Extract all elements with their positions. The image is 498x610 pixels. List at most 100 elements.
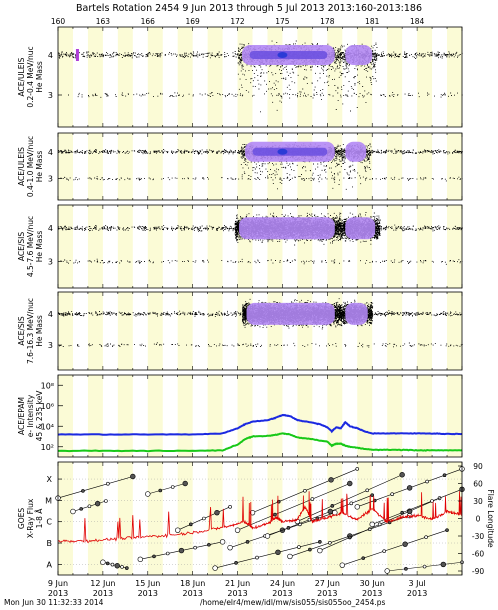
flare-marker xyxy=(377,522,382,527)
panel-frame xyxy=(57,291,463,371)
day-stripe xyxy=(177,133,193,200)
bottom-date-label: 24 Jun xyxy=(270,579,295,588)
flare-marker xyxy=(390,492,394,496)
flare-marker xyxy=(286,526,291,530)
xray-class-label: B xyxy=(47,539,53,548)
flare-marker xyxy=(422,564,427,569)
flare-marker xyxy=(354,504,360,510)
flare-track xyxy=(215,541,320,569)
top-doy-label: 160 xyxy=(51,17,66,26)
y-tick-label: 3 xyxy=(48,257,53,266)
panel-label-line: He Mass xyxy=(35,61,44,93)
day-stripe xyxy=(147,27,163,127)
day-stripe xyxy=(327,27,343,127)
panel-label-line: X-Ray Flux xyxy=(26,498,35,538)
flare-marker xyxy=(125,566,129,570)
flare-marker xyxy=(114,563,120,569)
flare-marker xyxy=(158,488,163,493)
day-stripe xyxy=(297,375,313,457)
day-stripe xyxy=(267,27,283,127)
bottom-date-label: 9 Jun xyxy=(48,579,68,588)
flare-marker xyxy=(424,535,428,539)
flare-marker xyxy=(145,491,151,497)
bottom-date-label: 18 Jun xyxy=(180,579,205,588)
panel-frame xyxy=(57,132,463,201)
flare-marker xyxy=(188,522,193,527)
day-stripe xyxy=(447,205,462,288)
bottom-date-label: 27 Jun xyxy=(315,579,340,588)
top-doy-label: 169 xyxy=(186,17,201,26)
y-tick-label: 3 xyxy=(48,175,53,184)
flare-marker xyxy=(370,493,375,497)
flare-marker xyxy=(318,540,322,544)
flare-marker xyxy=(275,549,281,556)
panel-label-line: 1-8 Å xyxy=(35,508,44,529)
day-stripe xyxy=(177,292,193,370)
flare-marker xyxy=(327,508,334,515)
panel-frame xyxy=(57,204,463,289)
day-stripe xyxy=(58,462,73,575)
flare-marker xyxy=(406,485,413,491)
footer-timestamp: Mon Jun 30 11:32:33 2014 xyxy=(4,598,104,607)
longitude-tick-label: -90 xyxy=(472,567,484,576)
flare-track xyxy=(342,529,448,566)
early-peak xyxy=(75,49,79,61)
flare-marker xyxy=(137,556,143,563)
flare-marker xyxy=(445,528,449,532)
flare-marker xyxy=(442,473,447,478)
flare-track xyxy=(57,476,133,499)
flare-marker xyxy=(120,565,124,569)
panel-label-line: He Mass xyxy=(35,231,44,263)
flare-marker xyxy=(202,516,206,521)
longitude-tick-label: 60 xyxy=(473,480,483,489)
day-stripe xyxy=(117,292,133,370)
flare-marker xyxy=(175,527,181,533)
day-stripe xyxy=(387,375,403,457)
flare-marker xyxy=(400,510,404,515)
flare-marker xyxy=(382,549,386,553)
density-max xyxy=(277,52,288,58)
day-stripe xyxy=(417,375,433,457)
bottom-year-label: 2013 xyxy=(182,589,202,598)
flare-marker xyxy=(303,488,307,493)
flare-marker xyxy=(328,541,332,545)
top-doy-label: 175 xyxy=(275,17,290,26)
flare-marker xyxy=(440,561,446,568)
flare-marker xyxy=(328,477,334,483)
flare-marker xyxy=(361,556,366,560)
day-stripe xyxy=(147,205,163,288)
day-stripe xyxy=(58,27,73,127)
bottom-year-label: 2013 xyxy=(362,589,382,598)
flare-marker xyxy=(255,555,259,560)
panel-label-line: e- Intensity xyxy=(26,394,35,437)
day-stripe xyxy=(117,462,133,575)
day-stripe xyxy=(237,27,253,127)
day-stripe xyxy=(327,462,343,575)
y-tick-label: 10⁴ xyxy=(41,422,54,431)
day-stripe xyxy=(327,375,343,457)
panel-label-line: ACE/ULEIS xyxy=(17,147,26,186)
flare-marker xyxy=(100,559,106,565)
flare-marker xyxy=(234,527,241,533)
flare-marker xyxy=(425,479,429,484)
day-stripe xyxy=(207,292,223,370)
xray-class-label: X xyxy=(47,475,53,484)
density-core xyxy=(345,141,367,162)
day-stripe xyxy=(87,292,103,370)
day-stripe xyxy=(387,27,403,127)
longitude-tick-label: 90 xyxy=(473,462,483,471)
flare-marker xyxy=(330,504,335,508)
flare-marker xyxy=(94,500,101,507)
panel-epam xyxy=(57,413,463,453)
day-stripe xyxy=(357,375,373,457)
bottom-date-label: 3 Jul xyxy=(408,579,425,588)
density-core xyxy=(246,302,335,325)
density-max xyxy=(277,148,288,155)
longitude-tick-label: -60 xyxy=(472,550,484,559)
flare-marker xyxy=(70,508,76,515)
flare-marker xyxy=(347,480,353,487)
day-stripe xyxy=(237,292,253,370)
flare-marker xyxy=(404,567,408,571)
day-stripe xyxy=(207,133,223,200)
